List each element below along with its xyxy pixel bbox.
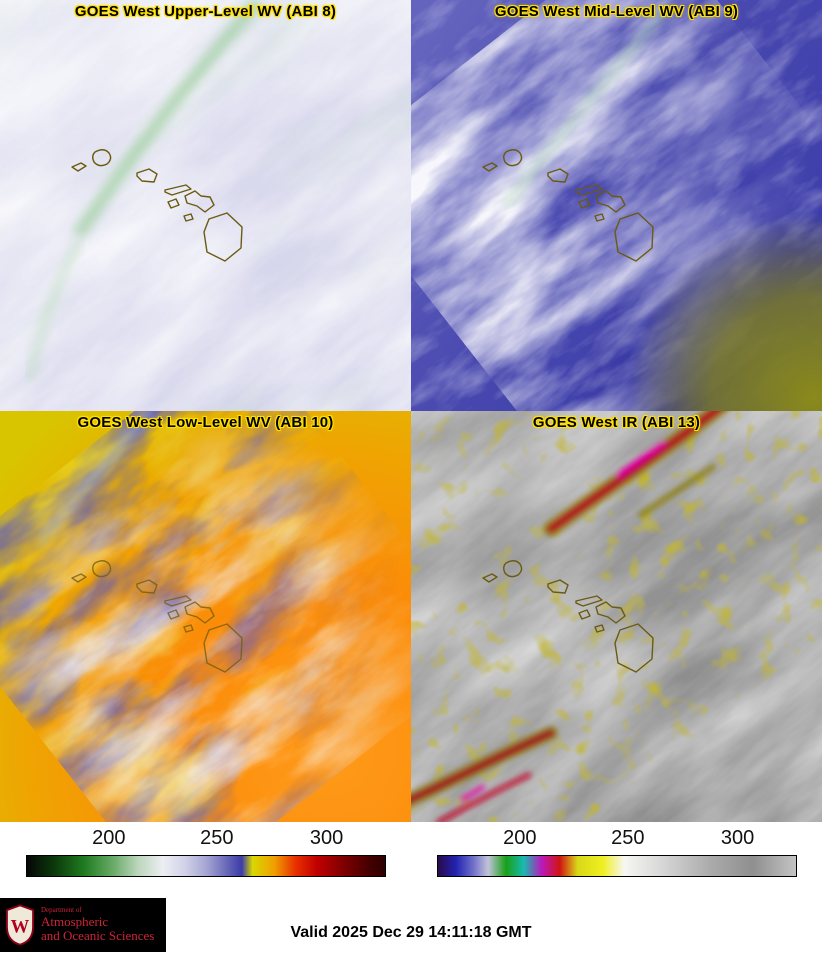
logo-text: Department of Atmospheric and Oceanic Sc… (41, 907, 154, 943)
panel-low-level-wv: GOES West Low-Level WV (ABI 10) (0, 411, 411, 822)
cold-cloud-top-streaks (411, 411, 728, 822)
ir-tick-200: 200 (503, 827, 537, 849)
wv-colorbar: 200 250 300 (0, 822, 411, 892)
uw-aos-logo: W Department of Atmospheric and Oceanic … (0, 898, 166, 952)
panel-title-mid-wv: GOES West Mid-Level WV (ABI 9) (494, 3, 739, 20)
logo-department-of: Department of (41, 906, 82, 915)
wv-tick-250: 250 (200, 827, 234, 849)
ir-tick-250: 250 (611, 827, 645, 849)
mid-level-wv-image (411, 0, 822, 411)
wv-tick-200: 200 (92, 827, 126, 849)
ir-tick-300: 300 (720, 827, 755, 849)
panel-title-upper-wv: GOES West Upper-Level WV (ABI 8) (74, 3, 337, 20)
ir-colorbar-gradient (437, 855, 797, 877)
wv-tick-300: 300 (309, 827, 344, 849)
panel-mid-level-wv: GOES West Mid-Level WV (ABI 9) (411, 0, 822, 411)
logo-line-atmospheric: Atmospheric (41, 913, 109, 929)
panel-ir: GOES West IR (ABI 13) (411, 411, 822, 822)
panel-grid: GOES West Upper-Level WV (ABI 8) GOES We… (0, 0, 822, 822)
uw-crest-icon: W (6, 904, 34, 946)
logo-line-oceanic: and Oceanic Sciences (41, 927, 155, 943)
wv-colorbar-gradient (26, 855, 386, 877)
crest-letter: W (11, 916, 30, 937)
panel-title-low-wv: GOES West Low-Level WV (ABI 10) (77, 414, 334, 431)
ir-colorbar: 200 250 300 (411, 822, 822, 892)
footer: W Department of Atmospheric and Oceanic … (0, 892, 822, 954)
upper-level-wv-image (0, 0, 411, 411)
ir-colorbar-ticks: 200 250 300 (437, 827, 797, 851)
wv-colorbar-ticks: 200 250 300 (26, 827, 386, 851)
valid-timestamp: Valid 2025 Dec 29 14:11:18 GMT (290, 924, 532, 941)
low-level-wv-image (0, 411, 411, 822)
panel-title-ir: GOES West IR (ABI 13) (532, 414, 701, 431)
colorbar-row: 200 250 300 200 250 300 (0, 822, 822, 892)
panel-upper-level-wv: GOES West Upper-Level WV (ABI 8) (0, 0, 411, 411)
ir-image (411, 411, 822, 822)
